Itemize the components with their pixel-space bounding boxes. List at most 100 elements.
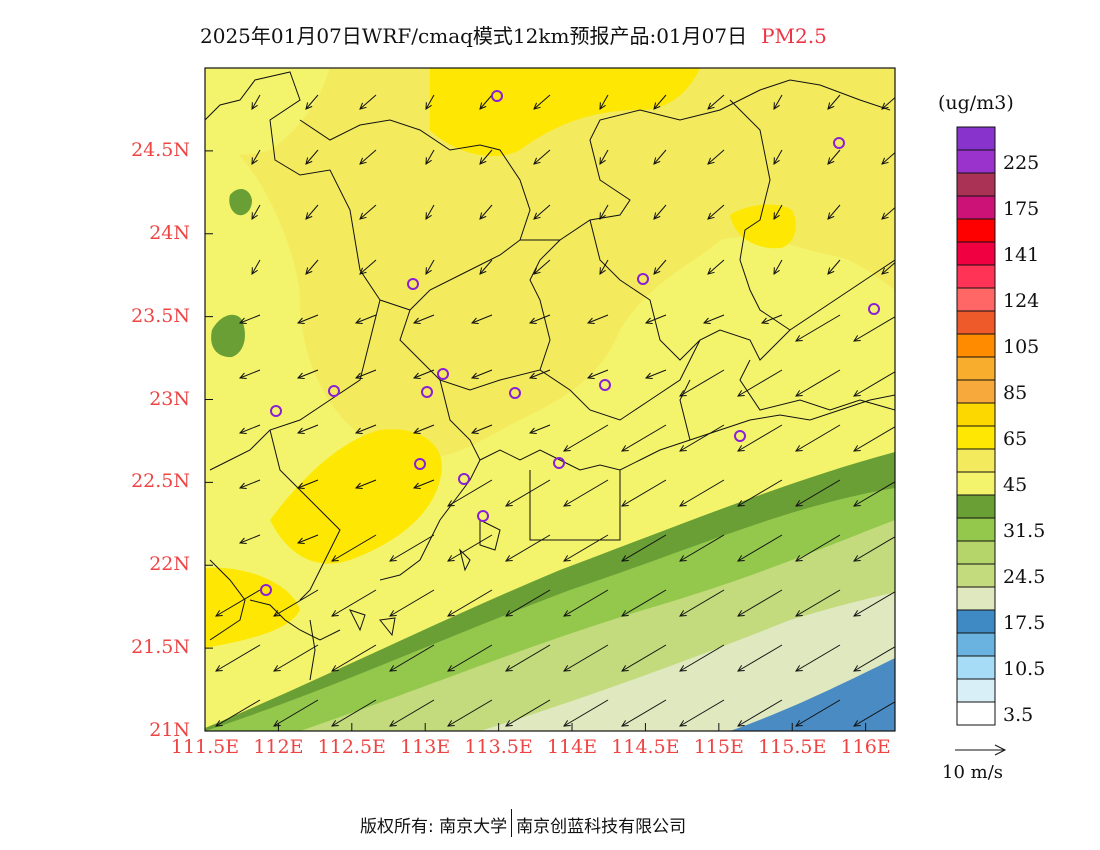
wind-arrow xyxy=(238,314,261,325)
legend-swatch xyxy=(956,609,996,634)
station-marker xyxy=(407,278,419,290)
wind-arrow xyxy=(238,424,261,435)
footer-left: 版权所有: 南京大学 xyxy=(360,817,508,837)
legend-label: 85 xyxy=(1003,382,1028,404)
wind-arrow xyxy=(331,644,377,672)
wind-arrow xyxy=(412,314,435,325)
legend-swatch xyxy=(956,425,996,450)
wind-arrow xyxy=(296,424,319,435)
wind-arrow xyxy=(533,259,551,275)
legend-swatch xyxy=(956,333,996,358)
wind-arrow xyxy=(505,479,551,507)
wind-arrow xyxy=(827,259,841,275)
latitude-ticks xyxy=(205,150,213,732)
wind-arrow xyxy=(359,204,377,220)
wind-arrow xyxy=(305,94,319,110)
wind-arrow xyxy=(586,314,609,325)
wind-arrow xyxy=(599,94,609,110)
wind-arrow xyxy=(447,644,493,672)
wind-arrow xyxy=(354,314,377,325)
wind-arrow xyxy=(827,204,841,220)
wind-arrow xyxy=(296,479,319,490)
wind-arrow xyxy=(563,534,609,562)
reference-vector xyxy=(955,744,1007,756)
lat-label: 23N xyxy=(149,387,190,410)
wind-arrow xyxy=(795,479,841,507)
wind-arrow xyxy=(827,94,841,110)
wind-arrow xyxy=(737,369,783,397)
wind-arrow xyxy=(707,94,725,110)
station-marker xyxy=(833,137,845,149)
wind-arrow xyxy=(505,699,551,727)
legend-swatch xyxy=(956,678,996,703)
legend-swatch xyxy=(956,517,996,542)
wind-arrow xyxy=(505,644,551,672)
wind-arrow xyxy=(737,534,783,562)
wind-arrow xyxy=(795,369,841,397)
footer-right: 南京创蓝科技有限公司 xyxy=(516,817,687,837)
title-main: 2025年01月07日WRF/cmaq模式12km预报产品:01月07日 xyxy=(200,24,748,48)
legend-swatch xyxy=(956,494,996,519)
wind-arrow xyxy=(359,94,377,110)
field-band-45-north xyxy=(205,68,330,160)
wind-arrow xyxy=(470,314,493,325)
wind-arrow xyxy=(621,424,667,452)
wind-arrow xyxy=(881,151,895,165)
wind-arrow xyxy=(331,699,377,727)
wind-arrow xyxy=(470,424,493,435)
wind-arrow xyxy=(679,589,725,617)
title-pollutant: PM2.5 xyxy=(761,24,827,48)
legend-swatch xyxy=(956,172,996,197)
concentration-field xyxy=(205,68,895,731)
wind-arrow xyxy=(760,314,783,325)
wind-arrow xyxy=(707,149,725,165)
wind-arrow xyxy=(528,314,551,325)
wind-arrow xyxy=(853,701,895,727)
lon-label: 113.5E xyxy=(464,736,533,758)
legend-swatch xyxy=(956,379,996,404)
wind-arrow xyxy=(215,589,261,617)
wind-arrow xyxy=(251,94,261,110)
wind-arrow xyxy=(331,589,377,617)
wind-arrow xyxy=(853,591,895,617)
wind-arrow xyxy=(354,369,377,380)
legend-swatch xyxy=(956,701,996,726)
wind-arrow xyxy=(305,204,319,220)
legend-label: 175 xyxy=(1003,198,1040,220)
longitude-ticks xyxy=(204,723,867,731)
wind-arrow xyxy=(447,699,493,727)
wind-arrow xyxy=(305,149,319,165)
wind-arrow xyxy=(586,369,609,380)
wind-arrow xyxy=(621,699,667,727)
wind-arrow xyxy=(479,204,493,220)
wind-arrow xyxy=(679,699,725,727)
wind-arrow xyxy=(621,479,667,507)
wind-arrow xyxy=(679,534,725,562)
wind-arrow xyxy=(479,94,493,110)
wind-arrow xyxy=(389,699,435,727)
wind-arrow xyxy=(447,589,493,617)
station-marker xyxy=(260,584,272,596)
wind-arrow xyxy=(215,699,261,727)
legend-label: 17.5 xyxy=(1003,612,1046,634)
legend-label: 10.5 xyxy=(1003,658,1046,680)
legend-label: 31.5 xyxy=(1003,520,1046,542)
wind-arrow xyxy=(702,314,725,325)
wind-arrow xyxy=(528,424,551,435)
wind-arrow xyxy=(305,259,319,275)
field-band-10-5 xyxy=(480,592,895,731)
wind-arrow xyxy=(621,589,667,617)
legend-swatch xyxy=(956,356,996,381)
legend-swatch xyxy=(956,287,996,312)
wind-arrow xyxy=(425,259,435,275)
field-band-3-5 xyxy=(730,658,895,731)
chart-title: 2025年01月07日WRF/cmaq模式12km预报产品:01月07日 PM2.… xyxy=(200,20,827,49)
legend-colorbar xyxy=(956,126,996,726)
wind-arrow xyxy=(795,534,841,562)
wind-arrows xyxy=(215,94,895,727)
lat-label: 24N xyxy=(149,221,190,244)
wind-arrow xyxy=(853,426,895,452)
wind-arrow xyxy=(653,149,667,165)
field-band-65-west xyxy=(270,429,442,564)
lat-label: 21.5N xyxy=(131,636,190,659)
